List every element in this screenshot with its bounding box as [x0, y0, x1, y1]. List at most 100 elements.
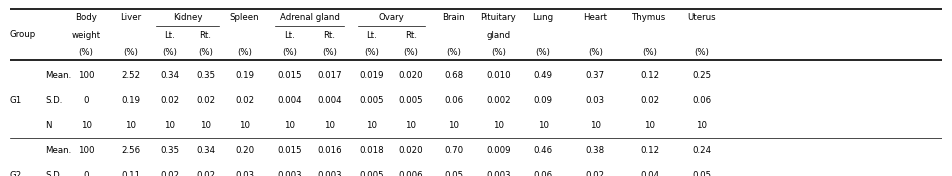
- Text: Mean.: Mean.: [45, 146, 71, 155]
- Text: Mean.: Mean.: [45, 71, 71, 80]
- Text: (%): (%): [79, 48, 93, 57]
- Text: 0.04: 0.04: [640, 171, 659, 176]
- Text: 0.02: 0.02: [196, 96, 215, 105]
- Text: 0.25: 0.25: [692, 71, 711, 80]
- Text: Lt.: Lt.: [284, 31, 295, 40]
- Text: 0.004: 0.004: [317, 96, 342, 105]
- Text: 10: 10: [366, 121, 377, 130]
- Text: 2.56: 2.56: [121, 146, 140, 155]
- Text: gland: gland: [486, 31, 510, 40]
- Text: 0.12: 0.12: [640, 146, 659, 155]
- Text: N: N: [45, 121, 51, 130]
- Text: 0.009: 0.009: [486, 146, 510, 155]
- Text: Pituitary: Pituitary: [481, 14, 516, 23]
- Text: 0.35: 0.35: [196, 71, 215, 80]
- Text: 0.37: 0.37: [585, 71, 605, 80]
- Text: 0.24: 0.24: [692, 146, 711, 155]
- Text: 0: 0: [83, 171, 89, 176]
- Text: G1: G1: [10, 96, 22, 105]
- Text: 0.015: 0.015: [277, 146, 302, 155]
- Text: Spleen: Spleen: [229, 14, 260, 23]
- Text: 10: 10: [645, 121, 655, 130]
- Text: 100: 100: [78, 146, 94, 155]
- Text: Lt.: Lt.: [165, 31, 175, 40]
- Text: 0.06: 0.06: [534, 171, 553, 176]
- Text: 0.03: 0.03: [235, 171, 254, 176]
- Text: Lung: Lung: [532, 14, 554, 23]
- Text: (%): (%): [694, 48, 709, 57]
- Text: (%): (%): [198, 48, 213, 57]
- Text: 0.34: 0.34: [196, 146, 215, 155]
- Text: 0.12: 0.12: [640, 71, 659, 80]
- Text: Uterus: Uterus: [687, 14, 716, 23]
- Text: (%): (%): [163, 48, 177, 57]
- Text: 10: 10: [239, 121, 250, 130]
- Text: 0.05: 0.05: [692, 171, 711, 176]
- Text: (%): (%): [282, 48, 297, 57]
- Text: 0.006: 0.006: [398, 171, 423, 176]
- Text: 0.02: 0.02: [585, 171, 605, 176]
- Text: 0.34: 0.34: [161, 71, 180, 80]
- Text: Body: Body: [75, 14, 97, 23]
- Text: (%): (%): [124, 48, 138, 57]
- Text: (%): (%): [588, 48, 603, 57]
- Text: 0.46: 0.46: [534, 146, 553, 155]
- Text: Thymus: Thymus: [632, 14, 666, 23]
- Text: 0.004: 0.004: [277, 96, 302, 105]
- Text: 0.38: 0.38: [585, 146, 605, 155]
- Text: weight: weight: [71, 31, 101, 40]
- Text: 0.09: 0.09: [534, 96, 553, 105]
- Text: (%): (%): [491, 48, 506, 57]
- Text: 0.05: 0.05: [444, 171, 464, 176]
- Text: (%): (%): [322, 48, 337, 57]
- Text: 0.02: 0.02: [196, 171, 215, 176]
- Text: 0.68: 0.68: [444, 71, 464, 80]
- Text: 0.003: 0.003: [317, 171, 342, 176]
- Text: 0.02: 0.02: [235, 96, 254, 105]
- Text: 10: 10: [324, 121, 335, 130]
- Text: 0.70: 0.70: [444, 146, 464, 155]
- Text: Rt.: Rt.: [199, 31, 211, 40]
- Text: Rt.: Rt.: [324, 31, 335, 40]
- Text: 0.35: 0.35: [161, 146, 180, 155]
- Text: (%): (%): [642, 48, 657, 57]
- Text: Rt.: Rt.: [405, 31, 417, 40]
- Text: (%): (%): [446, 48, 461, 57]
- Text: 0.005: 0.005: [359, 171, 384, 176]
- Text: 10: 10: [590, 121, 601, 130]
- Text: G2: G2: [10, 171, 22, 176]
- Text: 2.52: 2.52: [121, 71, 140, 80]
- Text: 0.20: 0.20: [235, 146, 254, 155]
- Text: 0.015: 0.015: [277, 71, 302, 80]
- Text: 0.06: 0.06: [692, 96, 711, 105]
- Text: Heart: Heart: [584, 14, 607, 23]
- Text: S.D.: S.D.: [45, 96, 62, 105]
- Text: 0.020: 0.020: [398, 71, 423, 80]
- Text: 0.49: 0.49: [534, 71, 553, 80]
- Text: 0.003: 0.003: [277, 171, 302, 176]
- Text: 0.003: 0.003: [486, 171, 510, 176]
- Text: 10: 10: [406, 121, 416, 130]
- Text: 0.005: 0.005: [359, 96, 384, 105]
- Text: 0.005: 0.005: [398, 96, 423, 105]
- Text: 10: 10: [493, 121, 504, 130]
- Text: Lt.: Lt.: [367, 31, 377, 40]
- Text: Adrenal gland: Adrenal gland: [280, 14, 340, 23]
- Text: 10: 10: [81, 121, 91, 130]
- Text: Ovary: Ovary: [378, 14, 404, 23]
- Text: 10: 10: [448, 121, 459, 130]
- Text: 100: 100: [78, 71, 94, 80]
- Text: 0.017: 0.017: [317, 71, 342, 80]
- Text: 0.019: 0.019: [359, 71, 384, 80]
- Text: Group: Group: [10, 30, 36, 39]
- Text: 0.02: 0.02: [161, 171, 180, 176]
- Text: Liver: Liver: [120, 14, 141, 23]
- Text: 0.02: 0.02: [161, 96, 180, 105]
- Text: (%): (%): [364, 48, 379, 57]
- Text: 0.06: 0.06: [444, 96, 464, 105]
- Text: 0.19: 0.19: [235, 71, 254, 80]
- Text: 10: 10: [200, 121, 211, 130]
- Text: (%): (%): [404, 48, 418, 57]
- Text: 0.020: 0.020: [398, 146, 423, 155]
- Text: (%): (%): [536, 48, 550, 57]
